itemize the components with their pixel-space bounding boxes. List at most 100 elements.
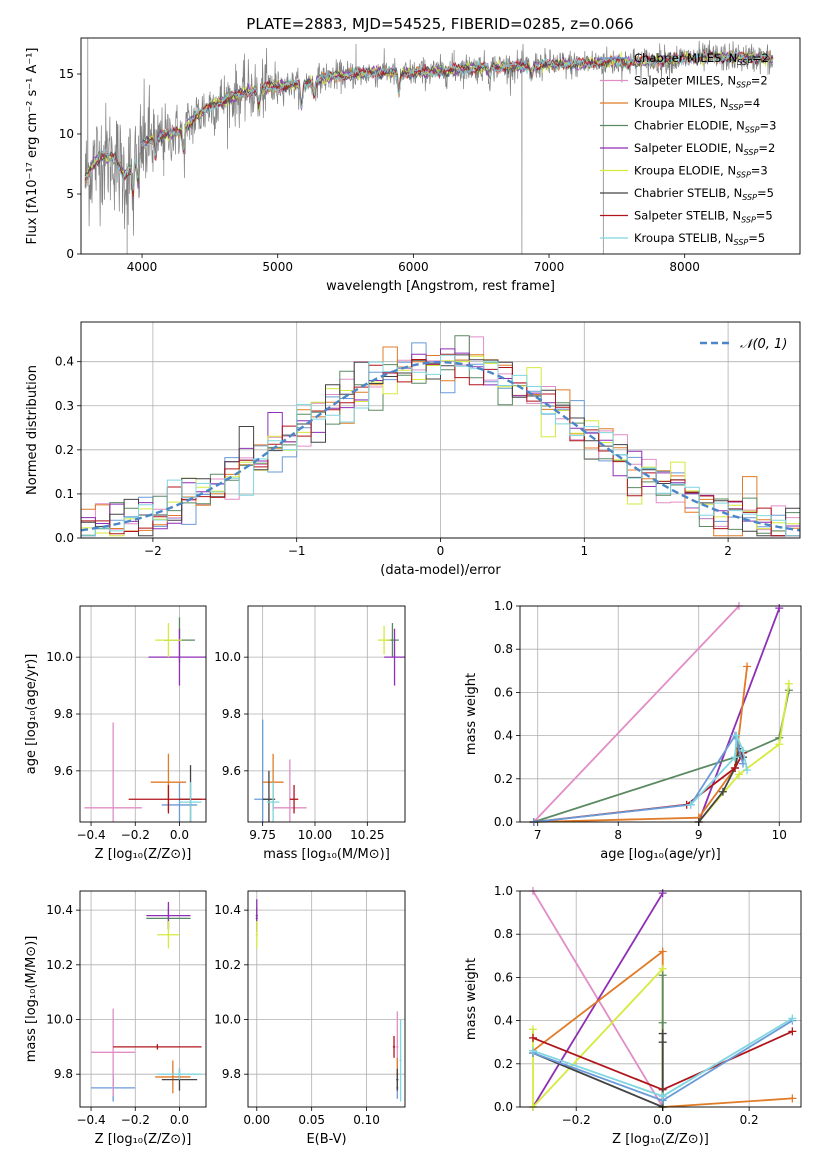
x-tick-label: 0.05 [298,1113,325,1127]
spectrum-axes [84,38,774,254]
y-tick-label: 1.0 [494,599,513,613]
y-tick-label: 0.8 [494,642,513,656]
massweight_vs_age-frame: 7 8 9 10 0.0 0.2 0.4 0.6 0.8 1.0 age [log₁₀(age/yr… [464,599,802,862]
y-tick-label: 9.8 [54,707,73,721]
massweight_vs_Z-axes [520,887,801,1111]
mass_vs_Z-axes [80,891,206,1107]
x-axis-label: E(B-V) [306,1132,346,1147]
errorbar-kroupa_elodie [155,623,182,658]
x-tick-label: 0.0 [170,828,189,842]
series-marker [788,1027,797,1036]
y-axis-label: mass weight [464,958,479,1040]
series-marker [735,770,744,779]
x-axis-label: Z [log₁₀(Z/Z⊙)] [95,847,192,862]
plot-frame [247,890,406,1108]
x-tick-label: −0.4 [76,828,105,842]
series-marker [658,1092,667,1101]
massweight_vs_age-axes [520,602,801,826]
legend-label: Kroupa STELIB, NSSP=5 [634,231,765,247]
x-tick-label: 7000 [534,260,565,274]
legend-label: Chabrier MILES, NSSP=2 [634,51,769,67]
y-tick-label: 0.6 [494,970,513,984]
y-tick-label: 10 [59,127,74,141]
series-marker [658,947,667,956]
spectrum-frame: 4000 5000 6000 7000 8000 0 5 10 15 wavelength [An… [25,37,801,294]
errorbar-kroupa_stelib [399,1019,402,1102]
errorbar-kroupa_stelib [179,782,202,822]
errorbar-salpeter_miles [273,759,307,822]
x-axis-label: (data-model)/error [380,563,501,578]
x-tick-label: 5000 [262,260,293,274]
series-line-chabrier_elodie [533,690,790,823]
x-tick-label: 7 [534,828,542,842]
x-tick-label: −0.2 [121,1113,150,1127]
y-axis-label: Flux [fλ10⁻¹⁷ erg cm⁻² s⁻¹ A⁻¹] [25,48,40,245]
series-line-kroupa_elodie [532,966,664,1110]
y-tick-label: 10.0 [46,650,73,664]
age_vs_Z-frame: −0.4 −0.2 0.0 9.6 9.8 10.0 Z [log₁₀(Z/Z⊙)] age … [24,605,207,862]
series-marker [730,753,739,762]
y-tick-label: 0.4 [55,355,74,369]
series-marker [528,1025,537,1034]
series-marker [775,604,784,613]
series-marker [788,1094,797,1103]
y-tick-label: 10.2 [46,958,73,972]
model-spectrum-kroupa_stelib [84,49,774,191]
series-marker [528,1033,537,1042]
model-spectrum-salpeter_stelib [84,50,774,198]
x-tick-label: 0.0 [170,1113,189,1127]
legend-label: Kroupa ELODIE, NSSP=3 [634,164,768,180]
errorbar-salpeter_miles [84,722,142,822]
errorbar-kroupa_elodie [377,625,391,655]
errorbar-salpeter_elodie [384,628,405,686]
y-tick-label: 0.0 [494,1100,513,1114]
legend-label: Chabrier ELODIE, NSSP=3 [634,119,776,135]
y-tick-label: 5 [66,187,74,201]
errorbar-salpeter_elodie [148,628,206,686]
y-tick-label: 0.8 [494,927,513,941]
plot-frame [519,605,802,823]
y-tick-label: 0.2 [494,772,513,786]
series-marker [686,800,695,809]
x-tick-label: 10.00 [298,828,332,842]
y-tick-label: 9.8 [222,707,241,721]
y-tick-label: 9.6 [54,764,73,778]
mass_vs_Z-frame: −0.4 −0.2 0.0 9.8 10.0 10.2 10.4 Z [log₁₀(Z/Z⊙)… [24,890,207,1147]
legend-label: Kroupa MILES, NSSP=4 [634,96,760,112]
series-line-chabrier_miles [533,733,744,823]
residual_histogram-axes [80,322,801,539]
x-tick-label: 9.75 [249,828,276,842]
y-tick-label: 0.2 [55,443,74,457]
errorbar-salpeter_stelib [128,785,206,814]
errorbar-kroupa_miles [155,1060,191,1094]
x-axis-label: mass [log₁₀(M/M⊙)] [263,847,390,862]
y-axis-label: age [log₁₀(age/yr)] [24,654,39,775]
y-tick-label: 0.3 [55,399,74,413]
errorbar-chabrier_stelib [396,1068,399,1091]
series-marker [775,740,784,749]
legend-label: Salpeter ELODIE, NSSP=2 [634,141,775,157]
series-marker [732,731,741,740]
series-marker [743,766,752,775]
x-tick-label: 8 [614,828,622,842]
x-tick-label: −0.2 [121,828,150,842]
y-axis-label: Normed distribution [25,365,40,495]
series-line-chabrier_stelib [697,745,744,823]
errorbar-salpeter_stelib [113,1044,202,1050]
y-tick-label: 9.8 [222,1067,241,1081]
errorbar-salpeter_stelib [392,1035,396,1058]
age_vs_mass-axes [248,606,405,822]
y-tick-label: 10.0 [46,1013,73,1027]
y-tick-label: 10.4 [46,903,73,917]
y-axis-label: mass weight [464,673,479,755]
errorbar-chabrier_miles [161,782,198,822]
series-marker [718,787,727,796]
x-tick-label: 0.10 [353,1113,380,1127]
x-axis-label: Z [log₁₀(Z/Z⊙)] [95,1132,192,1147]
y-tick-label: 0.2 [494,1057,513,1071]
x-tick-label: 8000 [669,260,700,274]
series-marker [730,764,739,772]
residual_histogram-frame: −2 −1 0 1 2 0.0 0.1 0.2 0.3 0.4 (data-model)/error… [25,321,801,578]
series-marker [784,679,793,688]
